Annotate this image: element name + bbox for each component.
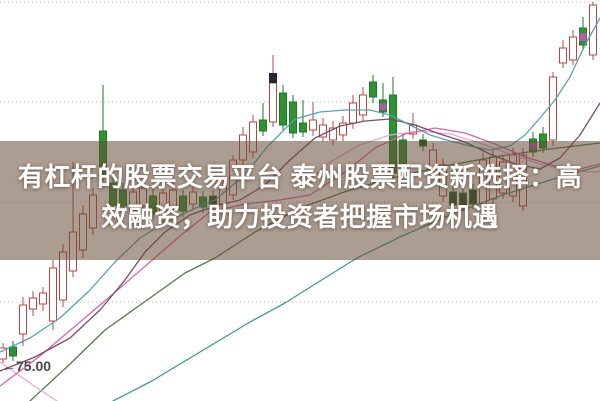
headline-banner: 有杠杆的股票交易平台 泰州股票配资新选择：高 效融资，助力投资者把握市场机遇	[0, 141, 600, 260]
headline-line-2: 效融资，助力投资者把握市场机遇	[101, 202, 499, 232]
low-price-value: 75.00	[16, 358, 52, 374]
headline-line-1: 有杠杆的股票交易平台 泰州股票配资新选择：高	[17, 162, 583, 192]
low-price-annotation: ←75.00	[2, 358, 51, 374]
arrow-left-icon: ←	[2, 358, 16, 374]
